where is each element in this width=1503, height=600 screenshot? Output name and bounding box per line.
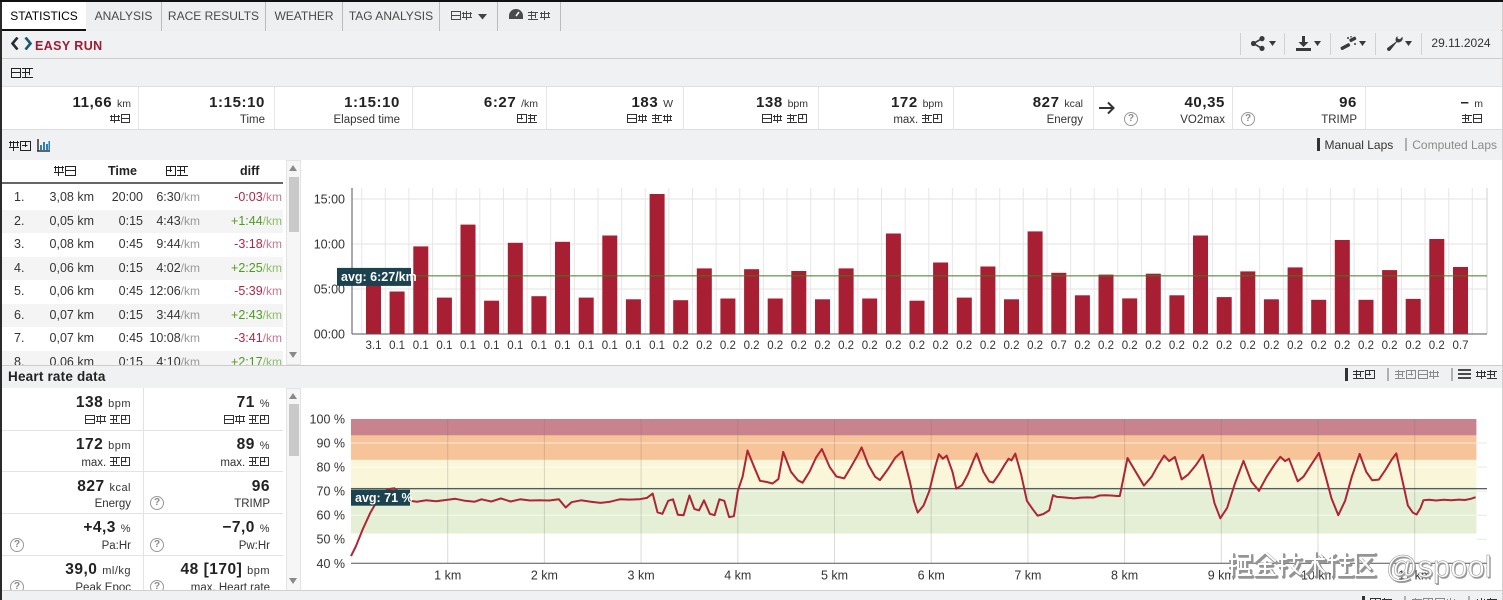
svg-text:0.1: 0.1 [602, 340, 618, 352]
svg-text:0.2: 0.2 [1122, 340, 1138, 352]
svg-text:0.2: 0.2 [885, 340, 901, 352]
svg-text:6 km: 6 km [918, 568, 945, 582]
svg-text:@spool: @spool [1387, 551, 1493, 586]
svg-text:0.2: 0.2 [1145, 340, 1161, 352]
svg-text:0.2: 0.2 [1334, 340, 1350, 352]
svg-text:10:00: 10:00 [314, 238, 345, 252]
svg-text:7 km: 7 km [1014, 568, 1041, 582]
svg-text:15:00: 15:00 [314, 193, 345, 207]
svg-text:00:00: 00:00 [314, 328, 345, 342]
svg-text:100 %: 100 % [310, 413, 345, 427]
svg-text:0.2: 0.2 [1287, 340, 1303, 352]
svg-text:0.1: 0.1 [460, 340, 476, 352]
svg-text:0.1: 0.1 [531, 340, 547, 352]
svg-text:50 %: 50 % [317, 533, 346, 547]
svg-text:0.2: 0.2 [1169, 340, 1185, 352]
svg-text:0.2: 0.2 [1193, 340, 1209, 352]
svg-text:0.2: 0.2 [1027, 340, 1043, 352]
svg-text:0.1: 0.1 [389, 340, 405, 352]
svg-text:0.2: 0.2 [696, 340, 712, 352]
svg-text:0.1: 0.1 [649, 340, 665, 352]
svg-text:1 km: 1 km [434, 568, 461, 582]
svg-text:11 km: 11 km [1398, 568, 1431, 582]
svg-text:0.2: 0.2 [673, 340, 689, 352]
svg-text:avg: 71 %: avg: 71 % [355, 491, 413, 505]
svg-text:70 %: 70 % [317, 485, 346, 499]
svg-text:0.7: 0.7 [1051, 340, 1067, 352]
svg-text:0.2: 0.2 [767, 340, 783, 352]
svg-text:8 km: 8 km [1111, 568, 1138, 582]
svg-text:0.2: 0.2 [1240, 340, 1256, 352]
svg-text:0.2: 0.2 [956, 340, 972, 352]
svg-text:0.1: 0.1 [555, 340, 571, 352]
svg-text:9 km: 9 km [1208, 568, 1235, 582]
svg-text:0.2: 0.2 [909, 340, 925, 352]
svg-text:0.2: 0.2 [1263, 340, 1279, 352]
svg-text:90 %: 90 % [317, 437, 346, 451]
svg-text:0.1: 0.1 [625, 340, 641, 352]
svg-text:0.2: 0.2 [720, 340, 736, 352]
svg-text:0.2: 0.2 [1004, 340, 1020, 352]
svg-text:0.2: 0.2 [1074, 340, 1090, 352]
svg-text:0.2: 0.2 [1098, 340, 1114, 352]
svg-text:0.1: 0.1 [578, 340, 594, 352]
svg-text:05:00: 05:00 [314, 283, 345, 297]
svg-text:0.2: 0.2 [862, 340, 878, 352]
svg-text:3.1: 3.1 [366, 340, 382, 352]
svg-text:80 %: 80 % [317, 461, 346, 475]
svg-text:0.1: 0.1 [413, 340, 429, 352]
svg-text:0.2: 0.2 [1311, 340, 1327, 352]
svg-text:0.1: 0.1 [507, 340, 523, 352]
svg-text:60 %: 60 % [317, 509, 346, 523]
svg-text:0.2: 0.2 [815, 340, 831, 352]
svg-text:0.1: 0.1 [436, 340, 452, 352]
svg-text:0.2: 0.2 [1405, 340, 1421, 352]
svg-text:0.1: 0.1 [484, 340, 500, 352]
svg-text:0.7: 0.7 [1453, 340, 1469, 352]
svg-text:5 km: 5 km [821, 568, 848, 582]
svg-text:0.2: 0.2 [980, 340, 996, 352]
svg-text:0.2: 0.2 [933, 340, 949, 352]
svg-text:0.2: 0.2 [1429, 340, 1445, 352]
svg-text:0.2: 0.2 [744, 340, 760, 352]
svg-text:40 %: 40 % [317, 557, 346, 571]
svg-text:4 km: 4 km [724, 568, 751, 582]
svg-text:0.2: 0.2 [1382, 340, 1398, 352]
svg-text:0.2: 0.2 [791, 340, 807, 352]
svg-text:2 km: 2 km [531, 568, 558, 582]
svg-text:0.2: 0.2 [838, 340, 854, 352]
svg-text:@spool: @spool [1386, 549, 1492, 584]
svg-text:0.2: 0.2 [1358, 340, 1374, 352]
svg-text:3 km: 3 km [628, 568, 655, 582]
svg-text:avg: 6:27/km: avg: 6:27/km [341, 270, 417, 284]
svg-text:0.2: 0.2 [1216, 340, 1232, 352]
